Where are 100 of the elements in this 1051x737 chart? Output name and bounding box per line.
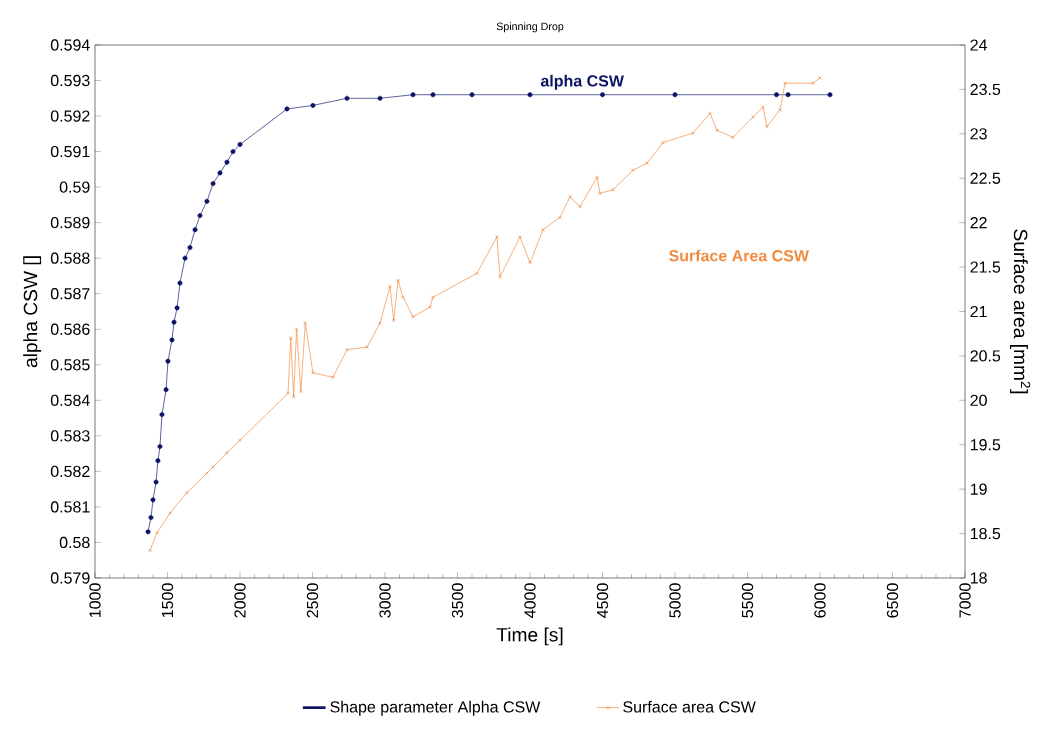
y-tick-label: 0.59 bbox=[59, 181, 90, 193]
point bbox=[225, 450, 229, 455]
point bbox=[774, 92, 779, 98]
point bbox=[578, 204, 582, 209]
point bbox=[174, 305, 180, 311]
point bbox=[192, 227, 198, 233]
point bbox=[388, 284, 392, 289]
y2-tick-label: 21 bbox=[970, 305, 987, 318]
point bbox=[498, 274, 502, 279]
point bbox=[528, 260, 532, 265]
y-tick-label: 0.594 bbox=[50, 39, 90, 51]
x-tick-label: 2000 bbox=[234, 583, 246, 618]
point bbox=[811, 81, 815, 86]
point bbox=[159, 412, 165, 418]
point bbox=[157, 444, 163, 449]
x-tick-label: 4500 bbox=[596, 583, 609, 618]
point bbox=[495, 235, 499, 239]
point bbox=[391, 318, 396, 323]
point bbox=[165, 358, 171, 364]
point bbox=[211, 465, 215, 469]
point bbox=[765, 124, 769, 129]
y2-axis-title: Surface area [mm$^{2}$] bbox=[1010, 229, 1031, 394]
y2-tick-label: 19 bbox=[970, 483, 987, 495]
point bbox=[145, 529, 151, 535]
point bbox=[568, 195, 572, 199]
point bbox=[311, 370, 315, 375]
x-tick-label: 3500 bbox=[451, 583, 464, 618]
point bbox=[827, 92, 833, 98]
point bbox=[377, 95, 383, 101]
y2-tick-label: 20.5 bbox=[970, 350, 1001, 362]
point bbox=[344, 95, 350, 101]
point bbox=[153, 479, 159, 485]
y2-tick-label: 18 bbox=[970, 572, 987, 584]
point bbox=[288, 336, 293, 340]
point bbox=[148, 515, 154, 521]
y-tick-label: 0.583 bbox=[50, 430, 90, 442]
point bbox=[708, 111, 712, 116]
y-tick-label: 0.591 bbox=[50, 145, 90, 158]
point bbox=[600, 92, 605, 98]
legend-label: Shape parameter Alpha CSW bbox=[330, 700, 541, 716]
y2-tick-label: 23.5 bbox=[970, 83, 1001, 96]
y-tick-label: 0.579 bbox=[50, 572, 90, 584]
point bbox=[185, 490, 189, 495]
y-tick-label: 0.588 bbox=[50, 252, 90, 264]
point bbox=[761, 105, 765, 110]
y2-tick-label: 22 bbox=[970, 217, 987, 229]
point bbox=[238, 438, 242, 443]
annotation: Surface Area CSW bbox=[669, 249, 809, 262]
point bbox=[783, 81, 787, 86]
point bbox=[169, 337, 175, 343]
point bbox=[299, 389, 303, 394]
point bbox=[217, 170, 223, 176]
point bbox=[204, 198, 210, 204]
point bbox=[205, 471, 209, 476]
chart-title: Spinning Drop bbox=[496, 22, 564, 33]
y2-tick-label: 23 bbox=[970, 128, 987, 140]
point bbox=[475, 271, 479, 276]
x-tick-label: 5500 bbox=[741, 583, 754, 618]
y-tick-label: 0.592 bbox=[50, 110, 90, 122]
y2-tick-label: 20 bbox=[970, 394, 987, 406]
point bbox=[177, 280, 183, 286]
x-tick-label: 5000 bbox=[669, 583, 681, 618]
x-tick-label: 6500 bbox=[886, 583, 899, 618]
point bbox=[661, 140, 665, 145]
y2-tick-label: 18.5 bbox=[970, 527, 1001, 540]
point bbox=[595, 175, 599, 180]
point bbox=[558, 215, 562, 220]
point bbox=[411, 314, 415, 319]
y-tick-label: 0.587 bbox=[50, 288, 90, 300]
legend-label: Surface area CSW bbox=[623, 700, 756, 713]
point bbox=[163, 387, 169, 393]
point bbox=[541, 227, 545, 232]
x-tick-label: 2500 bbox=[306, 583, 319, 618]
point bbox=[428, 305, 432, 309]
y-tick-label: 0.593 bbox=[50, 74, 90, 87]
point bbox=[284, 106, 290, 112]
x-tick-label: 1500 bbox=[161, 583, 174, 618]
y-tick-label: 0.584 bbox=[50, 394, 90, 406]
annotation: alpha CSW bbox=[540, 74, 624, 90]
point bbox=[469, 92, 475, 98]
point bbox=[286, 391, 290, 396]
point bbox=[168, 511, 172, 515]
y-tick-label: 0.589 bbox=[50, 216, 90, 229]
point bbox=[785, 92, 791, 98]
point bbox=[778, 107, 782, 112]
point bbox=[155, 530, 159, 535]
point bbox=[401, 295, 405, 300]
point bbox=[731, 135, 735, 140]
point bbox=[150, 497, 156, 503]
point bbox=[751, 115, 755, 119]
point bbox=[396, 278, 400, 283]
x-tick-label: 7000 bbox=[959, 583, 971, 618]
point bbox=[303, 321, 308, 325]
y-tick-label: 0.58 bbox=[59, 536, 90, 549]
point bbox=[210, 181, 216, 187]
point bbox=[230, 149, 236, 155]
x-axis-title: Time [s] bbox=[496, 627, 563, 646]
y2-tick-label: 21.5 bbox=[970, 261, 1001, 273]
y2-tick-label: 22.5 bbox=[970, 172, 1001, 184]
point bbox=[182, 255, 188, 261]
